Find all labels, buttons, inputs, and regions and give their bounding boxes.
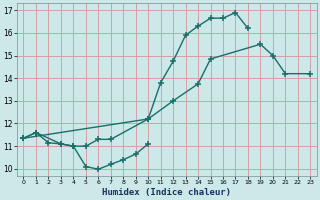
X-axis label: Humidex (Indice chaleur): Humidex (Indice chaleur) bbox=[102, 188, 231, 197]
